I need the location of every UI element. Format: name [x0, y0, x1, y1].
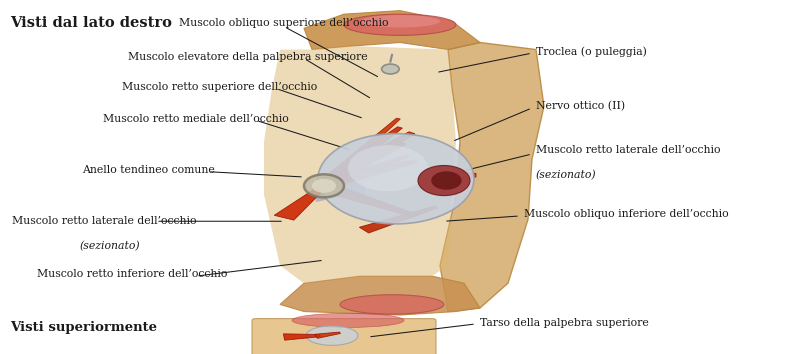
- Text: Anello tendineo comune: Anello tendineo comune: [82, 165, 214, 175]
- Text: (sezionato): (sezionato): [80, 241, 141, 251]
- Polygon shape: [324, 143, 406, 184]
- Ellipse shape: [306, 326, 358, 346]
- Ellipse shape: [418, 166, 470, 195]
- Text: Tarso della palpebra superiore: Tarso della palpebra superiore: [480, 318, 649, 328]
- Polygon shape: [264, 46, 456, 283]
- Polygon shape: [321, 184, 418, 217]
- Ellipse shape: [292, 313, 404, 327]
- Text: Muscolo obliquo inferiore dell’occhio: Muscolo obliquo inferiore dell’occhio: [524, 209, 729, 219]
- Text: Muscolo retto inferiore dell’occhio: Muscolo retto inferiore dell’occhio: [37, 269, 227, 279]
- Polygon shape: [440, 42, 544, 312]
- Polygon shape: [321, 127, 402, 182]
- Polygon shape: [359, 206, 438, 233]
- Ellipse shape: [344, 14, 456, 35]
- Polygon shape: [304, 11, 480, 50]
- Polygon shape: [320, 132, 415, 184]
- Text: Nervo ottico (II): Nervo ottico (II): [536, 101, 625, 112]
- Text: Muscolo retto superiore dell’occhio: Muscolo retto superiore dell’occhio: [122, 82, 318, 92]
- Polygon shape: [452, 170, 476, 180]
- Text: Muscolo retto laterale dell’occhio: Muscolo retto laterale dell’occhio: [536, 145, 721, 155]
- Text: Muscolo retto mediale dell’occhio: Muscolo retto mediale dell’occhio: [103, 114, 289, 124]
- Polygon shape: [324, 118, 400, 180]
- Ellipse shape: [304, 175, 344, 198]
- Polygon shape: [314, 332, 341, 338]
- Text: Muscolo obliquo superiore dell’occhio: Muscolo obliquo superiore dell’occhio: [179, 18, 389, 28]
- Ellipse shape: [318, 134, 474, 224]
- Text: Troclea (o puleggia): Troclea (o puleggia): [536, 46, 647, 57]
- Text: Muscolo elevatore della palpebra superiore: Muscolo elevatore della palpebra superio…: [128, 52, 368, 62]
- Ellipse shape: [431, 171, 462, 190]
- Ellipse shape: [312, 179, 336, 193]
- Ellipse shape: [360, 15, 440, 28]
- Polygon shape: [280, 276, 480, 315]
- Text: (sezionato): (sezionato): [536, 170, 597, 181]
- Ellipse shape: [340, 295, 444, 314]
- Text: Visti superiormente: Visti superiormente: [10, 321, 157, 334]
- Polygon shape: [274, 186, 326, 220]
- Polygon shape: [323, 155, 410, 187]
- Polygon shape: [283, 334, 320, 340]
- Polygon shape: [322, 160, 418, 187]
- FancyBboxPatch shape: [252, 319, 436, 354]
- Ellipse shape: [348, 145, 428, 191]
- Text: Muscolo retto laterale dell’occhio: Muscolo retto laterale dell’occhio: [12, 216, 196, 226]
- Ellipse shape: [382, 64, 399, 74]
- Text: Visti dal lato destro: Visti dal lato destro: [10, 16, 171, 30]
